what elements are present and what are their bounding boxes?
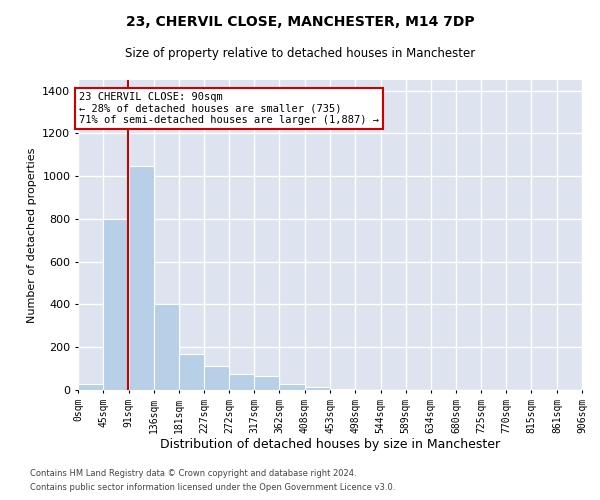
Bar — [128, 166, 154, 390]
Bar — [229, 374, 254, 390]
Bar — [204, 366, 229, 390]
X-axis label: Distribution of detached houses by size in Manchester: Distribution of detached houses by size … — [160, 438, 500, 452]
Text: Size of property relative to detached houses in Manchester: Size of property relative to detached ho… — [125, 48, 475, 60]
Bar — [103, 219, 128, 390]
Text: Contains HM Land Registry data © Crown copyright and database right 2024.: Contains HM Land Registry data © Crown c… — [30, 468, 356, 477]
Bar — [154, 304, 179, 390]
Text: 23 CHERVIL CLOSE: 90sqm
← 28% of detached houses are smaller (735)
71% of semi-d: 23 CHERVIL CLOSE: 90sqm ← 28% of detache… — [79, 92, 379, 125]
Bar — [330, 389, 355, 390]
Text: Contains public sector information licensed under the Open Government Licence v3: Contains public sector information licen… — [30, 484, 395, 492]
Bar — [305, 387, 330, 390]
Y-axis label: Number of detached properties: Number of detached properties — [26, 148, 37, 322]
Bar — [179, 354, 204, 390]
Bar — [254, 376, 280, 390]
Bar — [78, 384, 103, 390]
Text: 23, CHERVIL CLOSE, MANCHESTER, M14 7DP: 23, CHERVIL CLOSE, MANCHESTER, M14 7DP — [125, 15, 475, 29]
Bar — [280, 384, 305, 390]
